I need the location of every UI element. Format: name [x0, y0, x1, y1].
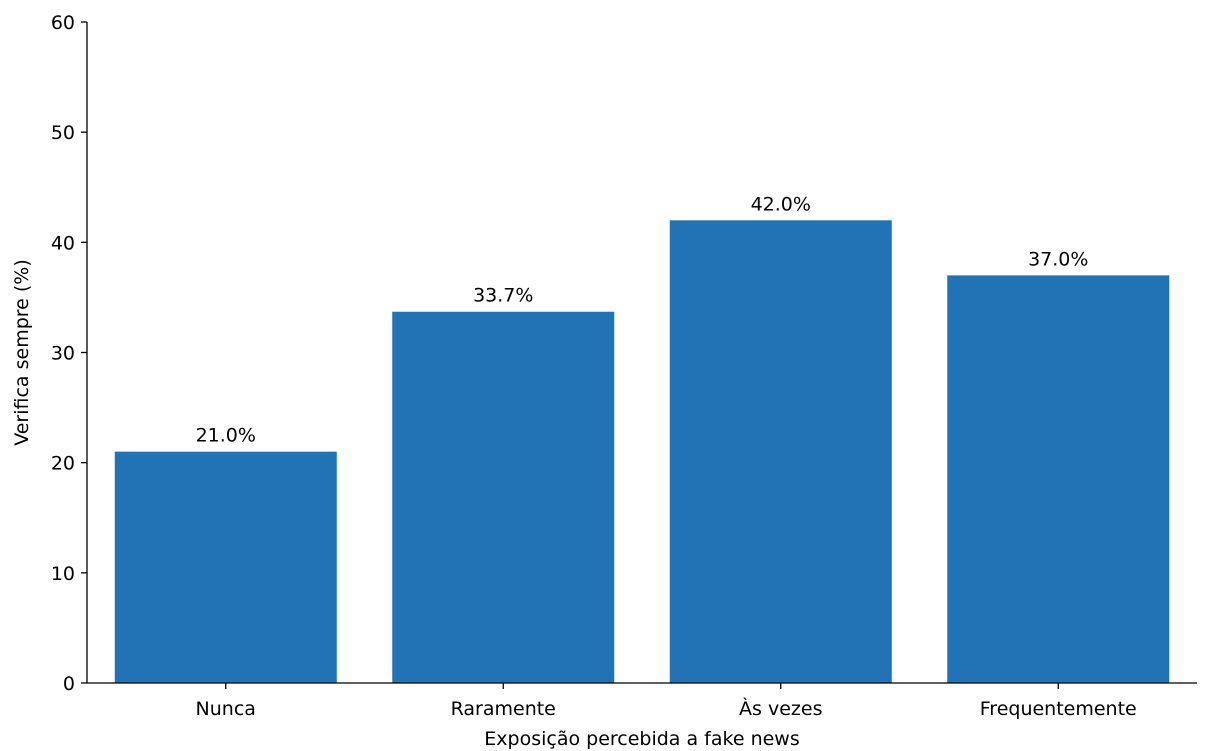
x-tick-label: Frequentemente	[980, 698, 1137, 720]
bar-value-label: 42.0%	[751, 193, 811, 215]
x-tick-label: Nunca	[196, 698, 256, 720]
bar-value-label: 37.0%	[1028, 248, 1088, 270]
y-axis-title: Verifica sempre (%)	[11, 259, 33, 446]
bar	[947, 275, 1170, 683]
y-tick-label: 60	[51, 12, 75, 34]
y-tick-label: 50	[51, 122, 75, 144]
bar	[669, 220, 892, 684]
bar-value-label: 33.7%	[473, 285, 533, 307]
y-tick-label: 10	[51, 563, 75, 585]
x-tick-label: Às vezes	[739, 697, 822, 720]
y-tick-label: 40	[51, 232, 75, 254]
bars-group	[114, 220, 1170, 684]
bar-value-label: 21.0%	[196, 425, 256, 447]
data-labels-group: 21.0% 33.7% 42.0% 37.0%	[196, 193, 1089, 446]
y-tick-label: 0	[63, 673, 75, 695]
x-tick-label: Raramente	[451, 698, 556, 720]
y-tick-label: 20	[51, 453, 75, 475]
y-tick-label: 30	[51, 343, 75, 365]
bar	[114, 451, 337, 683]
x-axis: Nunca Raramente Às vezes Frequentemente	[87, 682, 1197, 720]
y-axis: 0 10 20 30 40 50 60	[51, 12, 88, 695]
x-axis-title: Exposição percebida a fake news	[484, 728, 799, 750]
bar	[392, 311, 615, 683]
